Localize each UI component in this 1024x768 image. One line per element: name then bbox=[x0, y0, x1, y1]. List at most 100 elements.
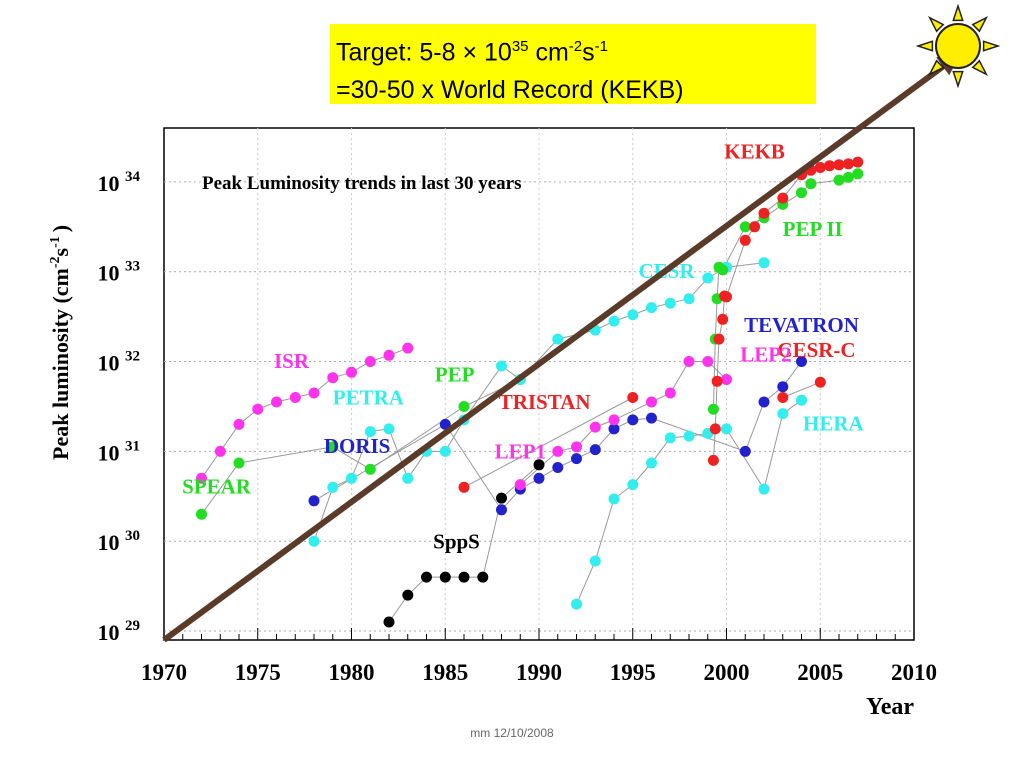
data-point-pep-ii bbox=[805, 178, 817, 190]
data-point-kekb bbox=[707, 454, 719, 466]
data-point-spps bbox=[477, 571, 489, 583]
series-line-tristan bbox=[463, 397, 634, 488]
data-point-kekb bbox=[713, 333, 725, 345]
data-point-lep1 bbox=[646, 396, 657, 408]
data-point-isr bbox=[271, 396, 282, 408]
data-point-doris bbox=[571, 453, 582, 465]
data-point-petra bbox=[664, 297, 676, 309]
sun-ray bbox=[915, 40, 934, 52]
data-point-isr bbox=[346, 366, 357, 378]
data-point-lep1 bbox=[664, 387, 676, 399]
data-point-petra bbox=[552, 333, 564, 345]
data-point-isr bbox=[308, 387, 320, 399]
data-point-isr bbox=[364, 356, 376, 367]
y-tick-label: 10 31 bbox=[98, 438, 141, 465]
x-tick-label: 1970 bbox=[141, 660, 187, 685]
y-tick-label: 10 34 bbox=[98, 169, 141, 196]
sun-ray bbox=[952, 70, 964, 89]
data-point-kekb bbox=[758, 207, 770, 219]
x-tick-label: 1985 bbox=[422, 660, 468, 685]
chart-title: Peak Luminosity trends in last 30 years bbox=[202, 173, 522, 194]
data-point-petra bbox=[646, 302, 657, 314]
data-point-spps bbox=[402, 589, 414, 601]
data-point-doris bbox=[439, 418, 451, 430]
data-point-isr bbox=[289, 392, 301, 403]
data-point-petra bbox=[364, 426, 376, 438]
data-point-pep-ii bbox=[852, 168, 864, 180]
data-point-kekb bbox=[777, 192, 789, 204]
y-tick-label: 10 33 bbox=[98, 259, 141, 286]
data-point-lep1 bbox=[571, 441, 582, 453]
data-point-pep-ii bbox=[796, 187, 807, 199]
data-point-hera bbox=[758, 483, 770, 495]
data-point-petra bbox=[496, 360, 507, 372]
data-points bbox=[196, 156, 864, 628]
y-tick-label: 10 29 bbox=[98, 618, 141, 645]
series-label-cesr-c: CESR-C bbox=[777, 338, 855, 362]
data-point-doris bbox=[496, 504, 507, 516]
data-point-kekb bbox=[814, 162, 826, 173]
data-point-pep-ii bbox=[739, 221, 751, 233]
data-point-hera bbox=[721, 423, 732, 435]
data-point-isr bbox=[383, 349, 395, 361]
data-point-pep-ii bbox=[833, 174, 845, 186]
data-point-doris bbox=[308, 495, 320, 507]
data-point-kekb bbox=[842, 158, 854, 170]
banner-line-1: Target: 5-8 × 1035 cm-2s-1 bbox=[336, 38, 608, 67]
x-tick-label: 1980 bbox=[329, 660, 375, 685]
banner-line-2: =30-50 x World Record (KEKB) bbox=[336, 76, 684, 105]
series-line-spear bbox=[201, 379, 521, 515]
y-tick-label: 10 30 bbox=[98, 528, 141, 555]
grid bbox=[164, 128, 914, 640]
data-point-hera bbox=[608, 493, 620, 505]
data-point-spear bbox=[458, 401, 470, 412]
series-label-pep: PEP bbox=[435, 362, 475, 386]
series-label-spear: SPEAR bbox=[182, 475, 252, 499]
data-point-isr bbox=[196, 472, 207, 484]
sun-ray bbox=[982, 40, 1001, 52]
data-point-doris bbox=[796, 356, 807, 367]
data-point-kekb bbox=[717, 313, 729, 325]
x-axis-label: Year bbox=[866, 694, 914, 720]
data-point-petra bbox=[627, 309, 639, 321]
data-point-pep-ii bbox=[707, 403, 719, 415]
data-point-hera bbox=[777, 408, 789, 420]
sun-ray bbox=[971, 15, 989, 33]
data-point-doris bbox=[608, 423, 620, 435]
axis-ticks: 10 29 10 30 10 31 10 32 10 33 10 34 1970 1975 19… bbox=[98, 169, 938, 685]
x-tick-label: 1990 bbox=[516, 660, 562, 685]
data-point-lep1 bbox=[552, 445, 564, 457]
data-point-isr bbox=[214, 445, 226, 457]
data-point-hera bbox=[627, 479, 639, 491]
series-label-lep2: LEP2 bbox=[740, 343, 791, 367]
data-point-kekb bbox=[852, 156, 864, 168]
data-point-isr bbox=[252, 403, 264, 415]
data-point-hera bbox=[683, 430, 695, 442]
data-point-doris bbox=[533, 472, 545, 484]
data-point-tristan bbox=[627, 392, 639, 403]
series-label-petra: PETRA bbox=[333, 386, 405, 410]
data-point-petra bbox=[327, 481, 339, 493]
x-tick-label: 2005 bbox=[797, 660, 843, 685]
data-point-lep1 bbox=[608, 414, 620, 426]
sun-ray bbox=[971, 59, 989, 77]
data-point-petra bbox=[383, 423, 395, 435]
series-label-spps: SppS bbox=[433, 529, 480, 553]
series-line-cesr-c bbox=[782, 381, 821, 398]
data-point-petra bbox=[702, 272, 714, 284]
series-line-lep1 bbox=[519, 361, 727, 485]
data-point-doris bbox=[646, 412, 657, 424]
data-point-kekb bbox=[721, 291, 732, 303]
data-point-kekb bbox=[709, 423, 721, 435]
data-point-kekb bbox=[824, 160, 836, 172]
data-point-hera bbox=[589, 555, 601, 567]
data-point-isr bbox=[327, 372, 339, 384]
data-point-pep-ii bbox=[717, 264, 729, 276]
data-point-doris bbox=[758, 396, 770, 408]
data-point-hera bbox=[571, 598, 582, 610]
data-point-petra bbox=[402, 472, 414, 484]
data-point-doris bbox=[589, 444, 601, 456]
series-labels: SPEAR ISR DORIS PETRA SppS PEP TRISTAN LEP1 HERA… bbox=[182, 140, 864, 554]
series-label-lep1: LEP1 bbox=[495, 440, 546, 464]
series-label-hera: HERA bbox=[803, 412, 865, 436]
